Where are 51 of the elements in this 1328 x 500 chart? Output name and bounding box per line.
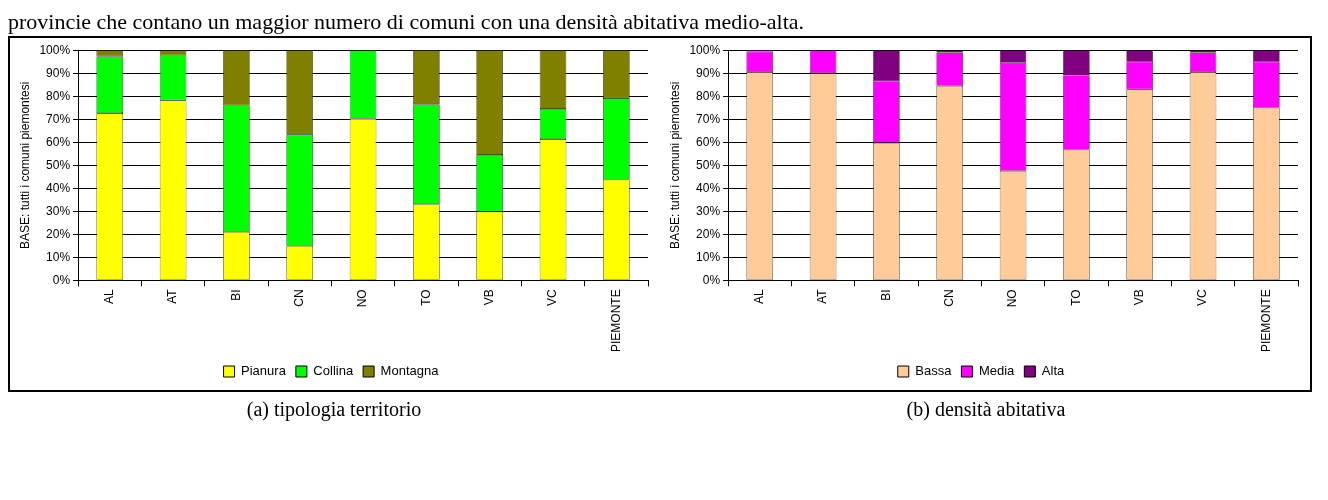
y-tick-label: 90% [46,65,71,80]
y-tick-label: 0% [52,272,71,287]
text: provincie che contano un maggior numero di comuni con una densità abitativa medio-alta. [8,8,806,36]
x-tick-label: BI [878,289,893,301]
x-tick-label: CN [942,289,957,307]
text: (a) tipologia territorio [245,398,423,421]
x-tick-label: NO [355,289,370,308]
y-axis-title: BASE: tutti i comuni piemontesi [17,81,32,249]
legend-label: Collina [313,363,354,379]
x-tick-label: TO [1068,289,1083,306]
x-tick-label: PIEMONTE [608,289,623,352]
x-tick-label: TO [418,289,433,306]
x-tick-label: PIEMONTE [1258,289,1273,352]
y-tick-label: 20% [696,226,721,241]
x-tick-label: VB [482,289,496,306]
y-tick-label: 40% [696,180,721,195]
x-tick-label: AT [165,288,180,304]
y-tick-label: 100% [39,42,71,57]
x-tick-label: VC [545,289,560,306]
y-tick-label: 70% [696,111,721,126]
x-tick-label: VB [1132,289,1146,306]
y-tick-label: 50% [696,157,721,172]
y-tick-label: 0% [702,272,721,287]
y-tick-label: 70% [46,111,71,126]
x-tick-label: AL [752,289,767,305]
x-tick-label: AT [815,288,830,304]
y-tick-label: 40% [46,180,71,195]
y-tick-label: 30% [696,203,721,218]
y-axis-title: BASE: tutti i comuni piemontesi [667,81,682,249]
x-tick-label: NO [1005,289,1020,308]
legend-label: Media [978,363,1016,379]
y-tick-label: 10% [696,249,721,264]
y-tick-label: 60% [696,134,721,149]
y-tick-label: 30% [46,203,71,218]
y-tick-label: 90% [696,65,721,80]
y-tick-label: 80% [46,88,71,103]
legend-label: Alta [1041,363,1065,379]
x-tick-label: AL [102,289,117,305]
y-tick-label: 10% [46,249,71,264]
y-tick-label: 50% [46,157,71,172]
text: (b) densità abitativa [905,398,1067,421]
legend-label: Bassa [915,363,953,379]
y-tick-label: 80% [696,88,721,103]
y-tick-label: 60% [46,134,71,149]
x-tick-label: BI [228,289,243,301]
legend-label: Montagna [380,363,440,379]
legend-label: Pianura [241,363,287,379]
x-tick-label: VC [1195,289,1210,306]
x-tick-label: CN [292,289,307,307]
y-tick-label: 100% [689,42,721,57]
y-tick-label: 20% [46,226,71,241]
